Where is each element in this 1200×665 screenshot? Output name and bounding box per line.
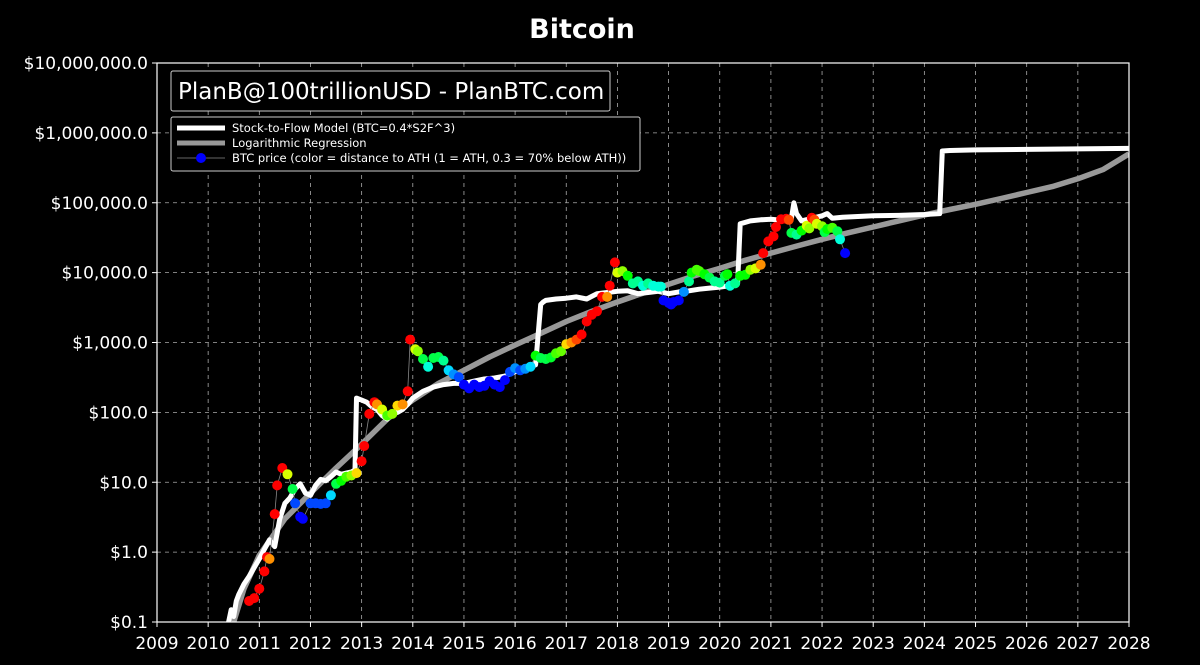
btc-price-point bbox=[576, 329, 587, 340]
btc-price-point bbox=[499, 375, 510, 386]
x-tick-label: 2012 bbox=[289, 634, 332, 654]
btc-price-point bbox=[771, 222, 781, 232]
btc-price-point bbox=[290, 498, 301, 509]
x-tick-label: 2022 bbox=[800, 634, 843, 654]
y-tick-label: $10,000,000.0 bbox=[24, 54, 148, 74]
y-tick-label: $1.0 bbox=[110, 543, 148, 563]
x-tick-label: 2021 bbox=[749, 634, 792, 654]
y-tick-label: $100,000.0 bbox=[51, 194, 148, 214]
btc-price-point bbox=[264, 553, 275, 564]
btc-price-point bbox=[556, 346, 567, 357]
btc-price-point bbox=[755, 259, 766, 270]
x-tick-label: 2013 bbox=[340, 634, 383, 654]
btc-price-point bbox=[269, 509, 280, 520]
btc-price-point bbox=[581, 316, 592, 327]
btc-price-point bbox=[604, 280, 615, 291]
btc-price-point bbox=[405, 334, 416, 345]
watermark-box: PlanB@100trillionUSD - PlanBTC.com bbox=[170, 70, 611, 112]
btc-price-point bbox=[609, 257, 620, 268]
btc-price-point bbox=[438, 355, 449, 366]
legend-label-regression: Logarithmic Regression bbox=[232, 136, 367, 150]
btc-price-point bbox=[494, 382, 505, 393]
x-tick-label: 2015 bbox=[442, 634, 485, 654]
y-tick-label: $1,000,000.0 bbox=[34, 124, 148, 144]
btc-price-point bbox=[835, 234, 845, 245]
chart-title: Bitcoin bbox=[529, 14, 635, 45]
btc-price-point bbox=[655, 281, 666, 292]
legend-label-s2f: Stock-to-Flow Model (BTC=0.4*S2F^3) bbox=[232, 121, 455, 135]
btc-price-point bbox=[287, 484, 298, 494]
y-tick-label: $100.0 bbox=[89, 403, 148, 423]
btc-price-point bbox=[297, 513, 308, 524]
btc-price-point bbox=[678, 286, 689, 297]
watermark-text: PlanB@100trillionUSD - PlanBTC.com bbox=[178, 79, 604, 105]
btc-price-point bbox=[282, 469, 293, 480]
y-tick-label: $10,000.0 bbox=[61, 264, 148, 284]
btc-price-point bbox=[592, 306, 602, 317]
btc-price-point bbox=[272, 480, 283, 491]
y-tick-label: $0.1 bbox=[110, 613, 148, 633]
btc-price-point bbox=[412, 346, 423, 357]
x-tick-label: 2020 bbox=[698, 634, 741, 654]
x-tick-label: 2024 bbox=[903, 634, 946, 654]
btc-price-point bbox=[768, 231, 779, 242]
btc-price-point bbox=[684, 276, 694, 287]
x-tick-label: 2009 bbox=[135, 634, 178, 654]
legend: Stock-to-Flow Model (BTC=0.4*S2F^3) Loga… bbox=[170, 116, 641, 172]
btc-price-point bbox=[359, 441, 370, 451]
x-tick-label: 2023 bbox=[852, 634, 895, 654]
btc-price-point bbox=[722, 269, 733, 280]
x-tick-label: 2028 bbox=[1107, 634, 1150, 654]
btc-price-point bbox=[351, 468, 362, 479]
btc-price-point bbox=[423, 361, 434, 372]
btc-price-point bbox=[356, 456, 367, 467]
btc-price-point bbox=[387, 408, 398, 419]
btc-price-point bbox=[397, 399, 408, 410]
btc-price-point bbox=[418, 354, 428, 364]
btc-price-point bbox=[758, 248, 769, 259]
btc-price-point bbox=[783, 214, 794, 225]
axes: 2009 2010 2011 2012 2013 2014 2015 2016 2017 2018… bbox=[24, 54, 1151, 654]
plot-frame bbox=[156, 62, 1130, 623]
x-tick-label: 2025 bbox=[954, 634, 997, 654]
btc-price-point bbox=[602, 291, 613, 302]
btc-price-point bbox=[840, 248, 851, 259]
btc-price-point bbox=[832, 226, 843, 237]
btc-price-point bbox=[259, 566, 270, 577]
btc-price-point bbox=[402, 386, 413, 397]
btc-price-point bbox=[364, 408, 375, 419]
x-tick-label: 2010 bbox=[187, 634, 230, 654]
legend-label-btc: BTC price (color = distance to ATH (1 = … bbox=[232, 151, 626, 165]
btc-price-point bbox=[453, 372, 464, 383]
x-tick-label: 2017 bbox=[545, 634, 588, 654]
btc-price-point bbox=[714, 277, 725, 288]
btc-price-point bbox=[320, 498, 331, 509]
btc-price-point bbox=[254, 583, 265, 594]
x-tick-label: 2018 bbox=[596, 634, 639, 654]
series-layer bbox=[226, 145, 1129, 622]
x-tick-label: 2026 bbox=[1005, 634, 1048, 654]
btc-price-point bbox=[730, 278, 741, 289]
x-tick-label: 2014 bbox=[391, 634, 434, 654]
btc-price-point bbox=[622, 270, 633, 281]
y-tick-label: $1,000.0 bbox=[72, 334, 148, 354]
y-tick-label: $10.0 bbox=[99, 473, 148, 493]
x-tick-label: 2027 bbox=[1056, 634, 1099, 654]
x-tick-label: 2019 bbox=[647, 634, 690, 654]
x-tick-label: 2011 bbox=[238, 634, 281, 654]
btc-price-point bbox=[249, 593, 260, 604]
btc-price-point bbox=[325, 490, 336, 501]
btc-price-point bbox=[804, 223, 815, 234]
legend-swatch-btc-marker bbox=[196, 153, 206, 163]
x-tick-label: 2016 bbox=[493, 634, 536, 654]
btc-price-point bbox=[525, 361, 536, 372]
btc-price-point bbox=[673, 295, 684, 306]
